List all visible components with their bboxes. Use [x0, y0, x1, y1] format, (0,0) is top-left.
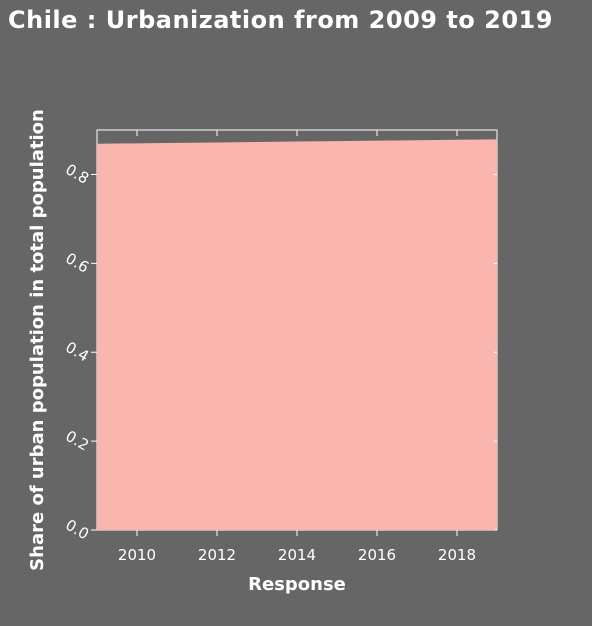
y-tick-label: 0.8	[62, 160, 92, 188]
x-axis: 2010 2012 2014 2016 2018	[118, 130, 476, 564]
chart-title: Chile : Urbanization from 2009 to 2019	[8, 6, 553, 34]
y-axis-label: Share of urban population in total popul…	[27, 109, 48, 571]
x-tick-label: 2012	[198, 546, 236, 564]
x-tick-label: 2010	[118, 546, 156, 564]
x-tick-label: 2014	[278, 546, 316, 564]
y-tick-label: 0.6	[62, 249, 92, 277]
x-tick-label: 2016	[358, 546, 396, 564]
y-tick-label: 0.4	[62, 338, 92, 366]
x-tick-label: 2018	[438, 546, 476, 564]
x-axis-label: Response	[248, 574, 346, 595]
y-tick-label: 0.2	[62, 427, 92, 455]
area-series	[97, 139, 497, 531]
y-tick-label: 0.0	[62, 516, 92, 544]
